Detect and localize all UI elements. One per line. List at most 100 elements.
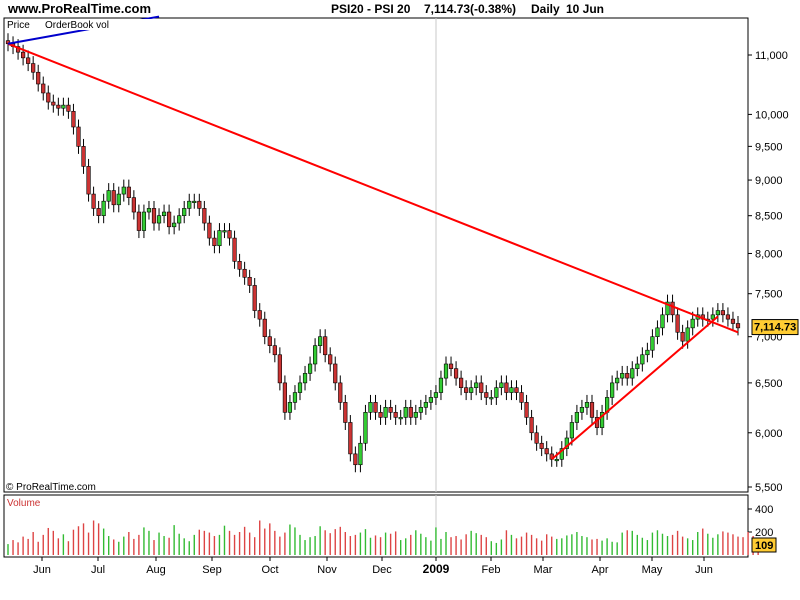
candle-body <box>383 407 388 418</box>
y-tick-label-1: 10,000 <box>755 109 789 121</box>
candle-body <box>403 407 408 418</box>
candle-body <box>222 230 227 233</box>
last-volume-marker <box>751 537 777 553</box>
legend-price: Price <box>7 20 30 31</box>
x-tick-label-5: Nov <box>317 564 337 576</box>
candle-body <box>277 354 282 384</box>
candle-body <box>433 392 439 398</box>
candle-body <box>453 368 459 379</box>
candle-body <box>469 387 474 393</box>
candle-body <box>655 327 660 337</box>
x-tick-label-0: Jun <box>33 564 51 576</box>
candle-body <box>665 301 670 316</box>
price-change: (-0.38%) <box>470 2 517 16</box>
candle-body <box>51 101 56 106</box>
candle-body <box>217 230 222 247</box>
candle-body <box>584 402 590 408</box>
candle-body <box>242 268 247 278</box>
candle-body <box>484 392 489 398</box>
candle-body <box>710 314 715 320</box>
x-tick-label-10: Apr <box>591 564 608 576</box>
candle-body <box>690 318 695 329</box>
candle-body <box>630 368 635 379</box>
candle-body <box>564 437 569 449</box>
y-tick-label-2: 9,500 <box>755 141 783 153</box>
candle-body <box>504 382 509 393</box>
candle-body <box>443 363 449 379</box>
candle-body <box>398 417 403 420</box>
candle-body <box>509 387 514 393</box>
candle-body <box>318 336 323 346</box>
candle-body <box>625 373 630 379</box>
price-panel-frame <box>3 17 749 493</box>
candle-body <box>363 412 368 444</box>
candle-body <box>559 448 564 460</box>
candle-body <box>76 126 81 147</box>
candle-body <box>524 402 529 418</box>
candle-body <box>479 382 484 393</box>
candle-body <box>393 412 398 418</box>
last-volume-marker-label: 109 <box>755 540 773 552</box>
candle-body <box>146 208 152 213</box>
candle-body <box>202 208 207 224</box>
candle-body <box>21 51 26 59</box>
candle-body <box>307 363 313 374</box>
y-tick-label-6: 7,500 <box>755 289 783 301</box>
candle-body <box>187 200 192 209</box>
candle-body <box>735 323 741 329</box>
x-tick-label-9: Mar <box>534 564 553 576</box>
candle-body <box>675 314 680 333</box>
legend-orderbook: OrderBook vol <box>45 20 109 31</box>
candle-body <box>544 448 549 455</box>
candle-body <box>182 208 187 216</box>
candle-body <box>373 402 378 413</box>
candle-body <box>297 382 303 393</box>
candle-body <box>474 382 479 388</box>
y-tick-label-8: 6,500 <box>755 378 783 390</box>
candle-body <box>730 318 736 324</box>
legend-box <box>5 19 163 30</box>
candle-body <box>197 200 202 209</box>
candle-body <box>725 314 731 320</box>
candle-body <box>172 222 177 228</box>
x-tick-label-12: Jun <box>695 564 713 576</box>
site-name[interactable]: www.ProRealTime.com <box>8 1 152 16</box>
candle-body <box>499 382 504 388</box>
candle-body <box>569 422 574 439</box>
x-tick-label-6: Dec <box>372 564 392 576</box>
candle-body <box>41 83 46 94</box>
candle-body <box>31 63 36 73</box>
candle-body <box>287 402 293 413</box>
candle-body <box>46 92 51 103</box>
candle-body <box>645 349 650 356</box>
y-tick-label-3: 9,000 <box>755 175 783 187</box>
candle-body <box>650 336 655 351</box>
chart-header: www.ProRealTime.com PSI20 - PSI 20 7,114… <box>0 0 800 18</box>
candle-body <box>71 110 76 128</box>
x-tick-label-3: Sep <box>202 564 222 576</box>
price-y-axis: 11,00010,0009,5009,0008,5008,0007,5007,0… <box>748 50 789 494</box>
candlesticks <box>5 33 741 473</box>
candle-body <box>640 354 645 365</box>
candle-body <box>328 354 333 365</box>
candle-body <box>207 222 212 239</box>
vol-tick-label-1: 200 <box>755 527 773 539</box>
candle-body <box>56 104 61 109</box>
candle-body <box>418 407 423 413</box>
chart-period: Daily <box>531 2 560 16</box>
candle-body <box>313 345 318 365</box>
trendline-1 <box>551 315 719 461</box>
candle-body <box>302 373 308 384</box>
candle-body <box>156 215 162 224</box>
candle-body <box>413 412 418 418</box>
candle-body <box>610 382 615 398</box>
candle-body <box>494 387 499 398</box>
x-tick-label-7: 2009 <box>423 562 450 576</box>
candle-body <box>232 237 237 262</box>
candle-body <box>257 310 262 320</box>
candle-body <box>554 458 559 462</box>
candle-body <box>539 442 544 449</box>
candle-body <box>620 373 625 379</box>
candle-body <box>685 327 690 342</box>
